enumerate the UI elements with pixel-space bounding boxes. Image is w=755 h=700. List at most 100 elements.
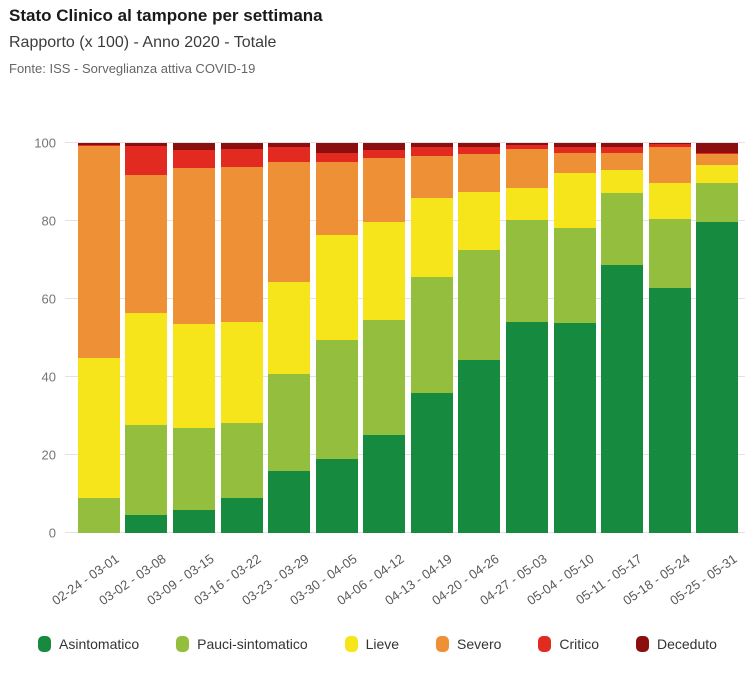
legend-item: Deceduto: [636, 636, 717, 652]
bar-segment[interactable]: [315, 152, 358, 162]
y-axis-tick-label: 60: [41, 291, 56, 307]
bar-segment[interactable]: [77, 357, 120, 498]
bar-segment[interactable]: [458, 359, 501, 533]
bar-segment[interactable]: [268, 161, 311, 282]
bar-segment[interactable]: [172, 150, 215, 169]
bar-segment[interactable]: [172, 509, 215, 533]
bar-segment[interactable]: [410, 155, 453, 199]
chart-subtitle: Rapporto (x 100) - Anno 2020 - Totale: [9, 34, 277, 51]
bar-segment[interactable]: [363, 435, 406, 533]
bar-segment[interactable]: [505, 321, 548, 533]
bar-column: [458, 143, 501, 533]
bar-segment[interactable]: [553, 146, 596, 154]
bar-segment[interactable]: [220, 498, 263, 533]
bar-segment[interactable]: [458, 146, 501, 154]
bar-segment[interactable]: [505, 219, 548, 322]
bar-segment[interactable]: [648, 144, 691, 148]
bar-segment[interactable]: [505, 143, 548, 145]
bar-segment[interactable]: [220, 423, 263, 499]
bar-segment[interactable]: [648, 147, 691, 184]
bar-column: [553, 143, 596, 533]
legend-swatch-icon: [344, 636, 358, 652]
legend-item-label: Deceduto: [657, 636, 717, 652]
bar-segment[interactable]: [601, 143, 644, 148]
bar-column: [410, 143, 453, 533]
bar-segment[interactable]: [125, 424, 168, 516]
bar-segment[interactable]: [363, 143, 406, 151]
bar-segment[interactable]: [172, 143, 215, 151]
bar-segment[interactable]: [648, 183, 691, 220]
bar-column: [696, 143, 739, 533]
bar-segment[interactable]: [410, 276, 453, 394]
bar-segment[interactable]: [648, 288, 691, 533]
bar-segment[interactable]: [77, 143, 120, 145]
bar-segment[interactable]: [363, 150, 406, 159]
bar-segment[interactable]: [696, 153, 739, 165]
bar-segment[interactable]: [125, 515, 168, 533]
legend-item: Asintomatico: [38, 636, 139, 652]
legend-item: Pauci-sintomatico: [176, 636, 308, 652]
bar-segment[interactable]: [696, 221, 739, 533]
bar-segment[interactable]: [505, 148, 548, 189]
legend-item-label: Critico: [559, 636, 600, 652]
bar-column: [601, 143, 644, 533]
bar-segment[interactable]: [363, 158, 406, 222]
bar-segment[interactable]: [696, 153, 739, 154]
bar-segment[interactable]: [268, 373, 311, 471]
bar-segment[interactable]: [553, 153, 596, 174]
bar-segment[interactable]: [315, 339, 358, 459]
bar-segment[interactable]: [220, 143, 263, 150]
bar-segment[interactable]: [553, 228, 596, 324]
bar-segment[interactable]: [268, 147, 311, 162]
bar-segment[interactable]: [601, 153, 644, 170]
bar-segment[interactable]: [77, 144, 120, 146]
bar-segment[interactable]: [315, 143, 358, 153]
bar-segment[interactable]: [77, 497, 120, 533]
bar-segment[interactable]: [505, 188, 548, 220]
bar-segment[interactable]: [696, 164, 739, 183]
bar-segment[interactable]: [458, 191, 501, 250]
bar-segment[interactable]: [410, 143, 453, 147]
legend-item: Severo: [436, 636, 501, 652]
bar-segment[interactable]: [458, 249, 501, 360]
bar-segment[interactable]: [125, 146, 168, 176]
bar-segment[interactable]: [268, 470, 311, 533]
bar-segment[interactable]: [220, 167, 263, 322]
bar-segment[interactable]: [648, 219, 691, 289]
bar-segment[interactable]: [315, 161, 358, 236]
bar-segment[interactable]: [601, 147, 644, 154]
bar-segment[interactable]: [648, 143, 691, 145]
bar-segment[interactable]: [363, 320, 406, 436]
bar-segment[interactable]: [220, 321, 263, 424]
bar-segment[interactable]: [77, 145, 120, 358]
bar-segment[interactable]: [315, 458, 358, 533]
bar-segment[interactable]: [553, 143, 596, 147]
bar-segment[interactable]: [220, 149, 263, 168]
bar-segment[interactable]: [458, 143, 501, 147]
bar-segment[interactable]: [553, 173, 596, 229]
bar-segment[interactable]: [172, 427, 215, 510]
chart-source: Fonte: ISS - Sorveglianza attiva COVID-1…: [9, 61, 256, 76]
bar-segment[interactable]: [363, 221, 406, 321]
bar-segment[interactable]: [125, 143, 168, 147]
bar-segment[interactable]: [696, 143, 739, 154]
bar-segment[interactable]: [315, 235, 358, 340]
bar-segment[interactable]: [410, 146, 453, 156]
bar-segment[interactable]: [601, 169, 644, 194]
legend-item-label: Asintomatico: [59, 636, 140, 652]
bar-segment[interactable]: [410, 198, 453, 277]
x-axis: 02-24 - 03-01 03-02 - 03-08 03-09 - 03-15 0…: [49, 541, 745, 621]
bar-segment[interactable]: [601, 265, 644, 533]
bar-segment[interactable]: [268, 281, 311, 374]
bar-segment[interactable]: [505, 145, 548, 149]
bar-segment[interactable]: [601, 193, 644, 266]
bar-segment[interactable]: [696, 182, 739, 222]
bar-segment[interactable]: [125, 313, 168, 425]
bar-segment[interactable]: [458, 153, 501, 192]
bar-segment[interactable]: [125, 175, 168, 314]
bar-segment[interactable]: [172, 324, 215, 428]
bar-segment[interactable]: [172, 168, 215, 325]
bar-segment[interactable]: [410, 393, 453, 533]
bar-segment[interactable]: [268, 143, 311, 148]
bar-segment[interactable]: [553, 323, 596, 533]
